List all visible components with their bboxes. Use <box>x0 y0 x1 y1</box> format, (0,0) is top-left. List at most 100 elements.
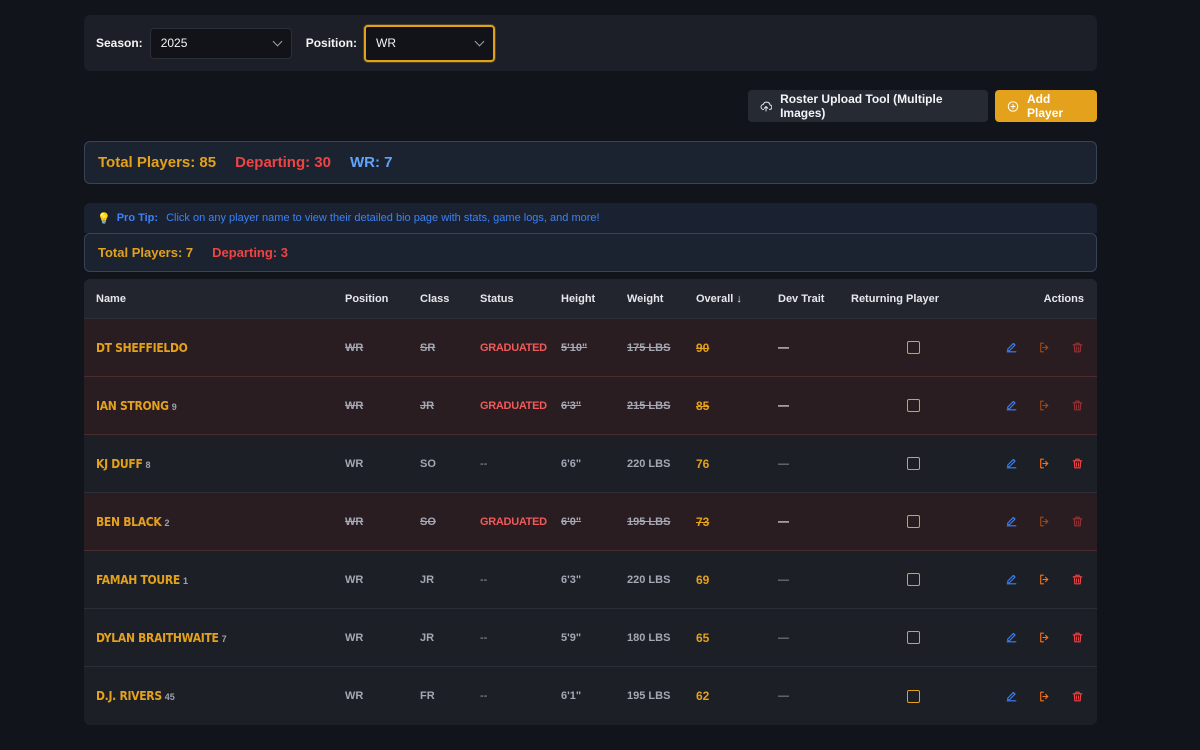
edit-icon[interactable] <box>1005 457 1018 470</box>
returning-player-checkbox[interactable] <box>907 689 920 703</box>
returning-player-checkbox[interactable] <box>907 515 920 528</box>
exit-icon[interactable] <box>1038 515 1051 528</box>
jersey-number: 7 <box>221 633 227 644</box>
table-header: Name Position Class Status Height Weight… <box>84 279 1097 319</box>
actions-cell <box>983 631 1097 644</box>
position-cell: WR <box>345 457 364 470</box>
player-name-link[interactable]: FAMAH TOURE <box>96 572 180 587</box>
class-cell: FR <box>420 690 435 702</box>
trash-icon[interactable] <box>1071 399 1084 412</box>
season-value: 2025 <box>160 36 188 50</box>
player-name-link[interactable]: BEN BLACK <box>96 514 162 529</box>
overall-cell: 65 <box>696 630 710 645</box>
returning-player-checkbox[interactable] <box>907 573 920 586</box>
add-player-button[interactable]: Add Player <box>995 90 1097 122</box>
position-cell: WR <box>345 399 364 412</box>
header-overall[interactable]: Overall ↓ <box>696 292 742 305</box>
weight-cell: 220 LBS <box>627 573 671 586</box>
roster-upload-label: Roster Upload Tool (Multiple Images) <box>780 92 943 120</box>
status-cell: -- <box>480 457 488 470</box>
overall-cell: 62 <box>696 689 710 703</box>
overall-cell: 90 <box>696 340 710 355</box>
header-class[interactable]: Class <box>420 292 450 305</box>
height-cell: 6'3" <box>561 399 582 412</box>
edit-icon[interactable] <box>1005 690 1018 703</box>
table-body: DT SHEFFIELDO WR SR GRADUATED 5'10" 175 LBS 90… <box>84 319 1097 725</box>
position-select[interactable]: WR <box>364 24 496 62</box>
overall-cell: 76 <box>696 456 710 471</box>
filter-bar: Season: 2025 Position: WR <box>84 15 1097 71</box>
player-name-link[interactable]: KJ DUFF <box>96 456 143 471</box>
trash-icon[interactable] <box>1071 341 1084 354</box>
edit-icon[interactable] <box>1005 515 1018 528</box>
player-name-link[interactable]: DYLAN BRAITHWAITE <box>96 630 219 645</box>
add-player-label: Add Player <box>1027 92 1064 120</box>
status-cell: -- <box>480 631 488 644</box>
returning-player-checkbox[interactable] <box>907 631 920 644</box>
trash-icon[interactable] <box>1071 690 1084 703</box>
status-cell: -- <box>480 690 488 702</box>
trash-icon[interactable] <box>1071 457 1084 470</box>
position-cell: WR <box>345 341 364 354</box>
overall-cell: 69 <box>696 572 710 587</box>
jersey-number: 1 <box>182 575 188 586</box>
header-weight[interactable]: Weight <box>627 292 664 305</box>
player-name-cell: D.J. RIVERS 45 <box>84 689 333 703</box>
edit-icon[interactable] <box>1005 341 1018 354</box>
exit-icon[interactable] <box>1038 631 1051 644</box>
header-name[interactable]: Name <box>96 292 126 305</box>
filtered-summary: Total Players: 7 Departing: 3 <box>84 233 1097 272</box>
returning-player-checkbox[interactable] <box>907 399 920 412</box>
header-dev-trait[interactable]: Dev Trait <box>778 292 825 305</box>
exit-icon[interactable] <box>1038 690 1051 703</box>
exit-icon[interactable] <box>1038 341 1051 354</box>
actions-cell <box>983 515 1097 528</box>
weight-cell: 180 LBS <box>627 631 671 644</box>
status-cell: GRADUATED <box>480 515 547 528</box>
returning-cell <box>851 573 983 586</box>
exit-icon[interactable] <box>1038 457 1051 470</box>
edit-icon[interactable] <box>1005 399 1018 412</box>
trash-icon[interactable] <box>1071 515 1084 528</box>
player-name-link[interactable]: D.J. RIVERS <box>96 689 162 703</box>
exit-icon[interactable] <box>1038 573 1051 586</box>
pro-tip-text: Click on any player name to view their d… <box>166 212 600 224</box>
position-count-stat: WR: 7 <box>349 154 393 171</box>
roster-page: Season: 2025 Position: WR Roster Upload … <box>84 15 1097 725</box>
actions-cell <box>983 341 1097 354</box>
player-name-link[interactable]: DT SHEFFIELDO <box>96 340 188 355</box>
header-height[interactable]: Height <box>561 292 596 305</box>
returning-player-checkbox[interactable] <box>907 457 920 470</box>
trash-icon[interactable] <box>1071 631 1084 644</box>
total-players-stat: Total Players: 85 <box>98 154 217 171</box>
height-cell: 5'10" <box>561 341 588 354</box>
header-position[interactable]: Position <box>345 292 389 305</box>
player-name-link[interactable]: IAN STRONG <box>96 398 169 413</box>
roster-upload-button[interactable]: Roster Upload Tool (Multiple Images) <box>748 90 988 122</box>
class-cell: JR <box>420 399 435 412</box>
weight-cell: 215 LBS <box>627 399 671 412</box>
pro-tip-banner: 💡 Pro Tip: Click on any player name to v… <box>84 203 1097 233</box>
position-cell: WR <box>345 573 364 586</box>
dev-trait-cell: — <box>778 341 789 354</box>
jersey-number: 2 <box>164 517 170 528</box>
overall-cell: 85 <box>696 398 710 413</box>
table-row: KJ DUFF 8 WR SO -- 6'6" 220 LBS 76 — <box>84 435 1097 493</box>
edit-icon[interactable] <box>1005 573 1018 586</box>
weight-cell: 195 LBS <box>627 515 671 528</box>
trash-icon[interactable] <box>1071 573 1084 586</box>
dev-trait-cell: — <box>778 457 789 470</box>
edit-icon[interactable] <box>1005 631 1018 644</box>
returning-player-checkbox[interactable] <box>907 341 920 354</box>
exit-icon[interactable] <box>1038 399 1051 412</box>
header-status[interactable]: Status <box>480 292 514 305</box>
height-cell: 6'6" <box>561 457 582 470</box>
status-cell: GRADUATED <box>480 341 547 354</box>
weight-cell: 195 LBS <box>627 690 671 702</box>
table-row: FAMAH TOURE 1 WR JR -- 6'3" 220 LBS 69 — <box>84 551 1097 609</box>
status-cell: -- <box>480 573 488 586</box>
returning-cell <box>851 341 983 354</box>
chevron-down-icon <box>272 36 283 46</box>
roster-summary: Total Players: 85 Departing: 30 WR: 7 <box>84 141 1097 184</box>
season-select[interactable]: 2025 <box>149 27 292 59</box>
